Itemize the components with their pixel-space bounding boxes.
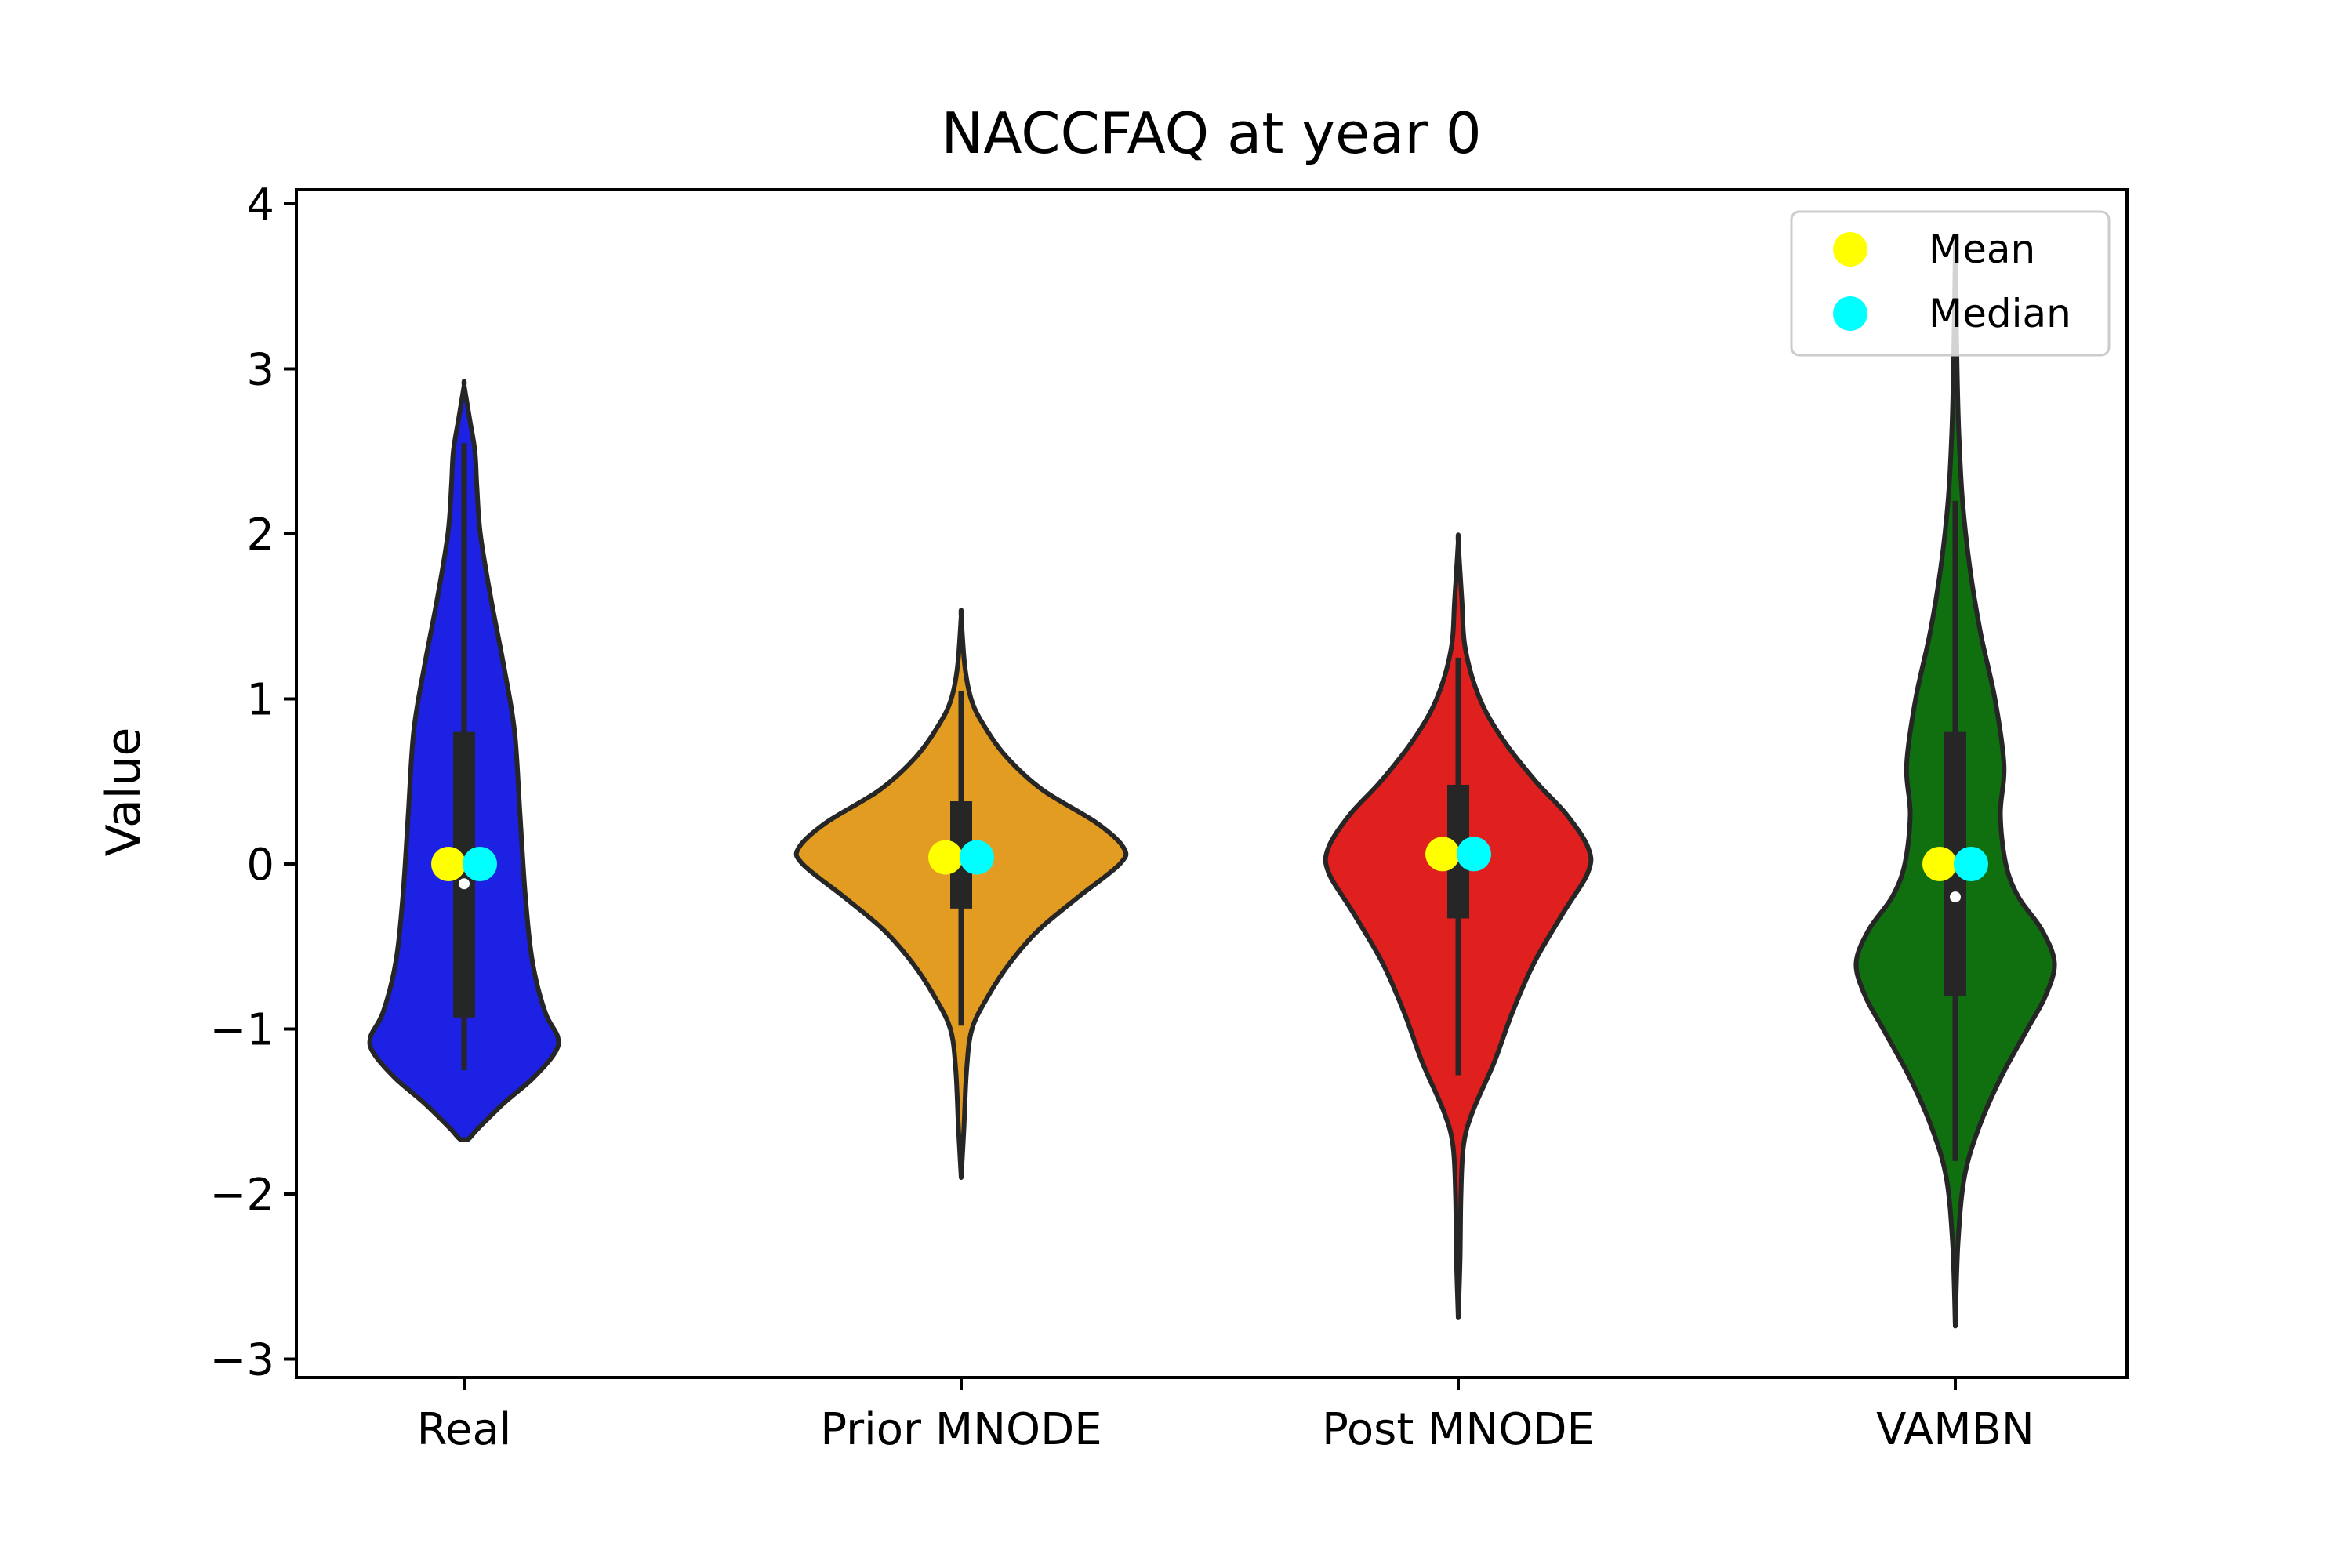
- y-tick-label: 2: [246, 510, 274, 561]
- violin-group: [367, 379, 561, 1142]
- y-axis: 4 3 2 1 0 −1 −2 −3: [209, 180, 296, 1386]
- y-tick-label: −3: [209, 1335, 274, 1386]
- x-tick-label: Post MNODE: [1322, 1404, 1595, 1455]
- legend-marker: [1833, 296, 1867, 331]
- median-marker: [463, 847, 497, 881]
- y-tick-label: −1: [209, 1005, 274, 1056]
- y-tick-label: 1: [246, 675, 274, 726]
- y-tick-label: −2: [209, 1170, 274, 1221]
- chart-title: NACCFAQ at year 0: [941, 100, 1481, 166]
- violin-group: [1323, 532, 1594, 1320]
- median-marker: [960, 840, 994, 875]
- y-tick-label: 4: [246, 180, 274, 230]
- legend-label: Median: [1929, 291, 2071, 336]
- median-marker: [1954, 847, 1988, 881]
- violin-group: [793, 608, 1129, 1180]
- mean-marker: [928, 840, 963, 875]
- x-tick-label: Prior MNODE: [820, 1404, 1102, 1455]
- x-tick-label: Real: [417, 1404, 512, 1455]
- legend-marker: [1833, 232, 1867, 267]
- legend: Mean Median: [1790, 210, 2111, 357]
- mean-marker: [1425, 837, 1460, 872]
- legend-label: Mean: [1929, 227, 2035, 272]
- median-marker: [1457, 837, 1491, 872]
- violin-group: [1853, 236, 2057, 1329]
- axes-frame: [295, 188, 2129, 1379]
- violin-median-dot: [1950, 891, 1961, 903]
- y-axis-label: Value: [96, 728, 151, 857]
- mean-marker: [1922, 847, 1957, 881]
- x-tick-label: VAMBN: [1876, 1404, 2034, 1455]
- violin-median-dot: [459, 878, 470, 890]
- y-tick-label: 0: [246, 840, 274, 891]
- mean-marker: [431, 847, 466, 881]
- legend-box: [1790, 210, 2111, 357]
- y-tick-label: 3: [246, 345, 274, 396]
- plot-area: [367, 236, 2057, 1329]
- x-axis: Real Prior MNODE Post MNODE VAMBN: [417, 1377, 2034, 1455]
